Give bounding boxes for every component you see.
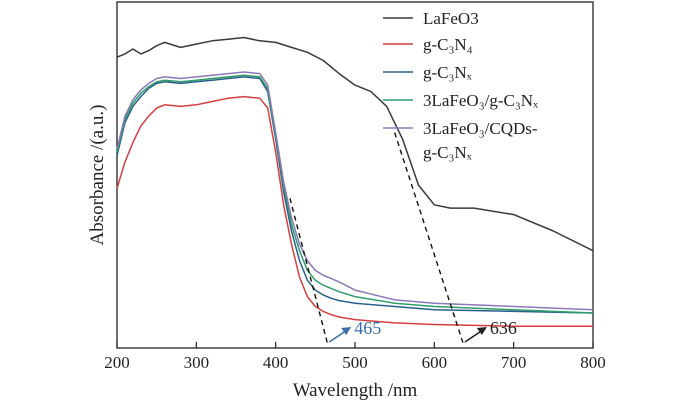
- x-tick-label-200: 200: [104, 353, 130, 372]
- annotation-layer: 465 636: [328, 318, 517, 343]
- series-line-2: [116, 76, 594, 314]
- tangent-line-1: [289, 198, 328, 343]
- x-tick-label-700: 700: [501, 353, 527, 372]
- series-line-3: [116, 74, 594, 314]
- x-tick-label-600: 600: [422, 353, 448, 372]
- legend: LaFeO3 g-C₃N₄ g-C₃Nₓ 3LaFeO₃/g-C₃Nₓ 3LaFeO₃/…: [383, 9, 538, 162]
- x-tick-label-300: 300: [184, 353, 210, 372]
- series-line-1: [116, 95, 593, 327]
- legend-label-4-line2: g-C₃Nₓ: [423, 143, 472, 162]
- x-tick-label-800: 800: [580, 353, 606, 372]
- legend-label-2: g-C₃Nₓ: [423, 63, 472, 82]
- legend-label-3: 3LaFeO₃/g-C₃Nₓ: [423, 91, 538, 110]
- legend-label-1: g-C₃N₄: [423, 35, 473, 54]
- tangent-line-0: [394, 132, 464, 343]
- annotation-label-0: 465: [354, 318, 381, 338]
- series-line-0: [116, 36, 594, 252]
- annotation-label-1: 636: [490, 318, 517, 338]
- x-axis-ticks: 200 300 400 500 600 700 800: [104, 342, 606, 372]
- x-tick-label-400: 400: [263, 353, 289, 372]
- legend-label-0: LaFeO3: [423, 9, 479, 28]
- series-line-4: [116, 71, 594, 311]
- legend-label-4: 3LaFeO₃/CQDs-: [423, 119, 538, 138]
- series-layer: [116, 36, 594, 327]
- y-axis-title: Absorbance /(a.u.): [87, 105, 108, 246]
- x-axis-title: Wavelength /nm: [293, 380, 418, 401]
- annotation-arrowhead-1: [476, 327, 487, 335]
- annotation-arrowhead-0: [341, 327, 352, 335]
- x-tick-label-500: 500: [342, 353, 368, 372]
- tangent-layer: [289, 132, 464, 343]
